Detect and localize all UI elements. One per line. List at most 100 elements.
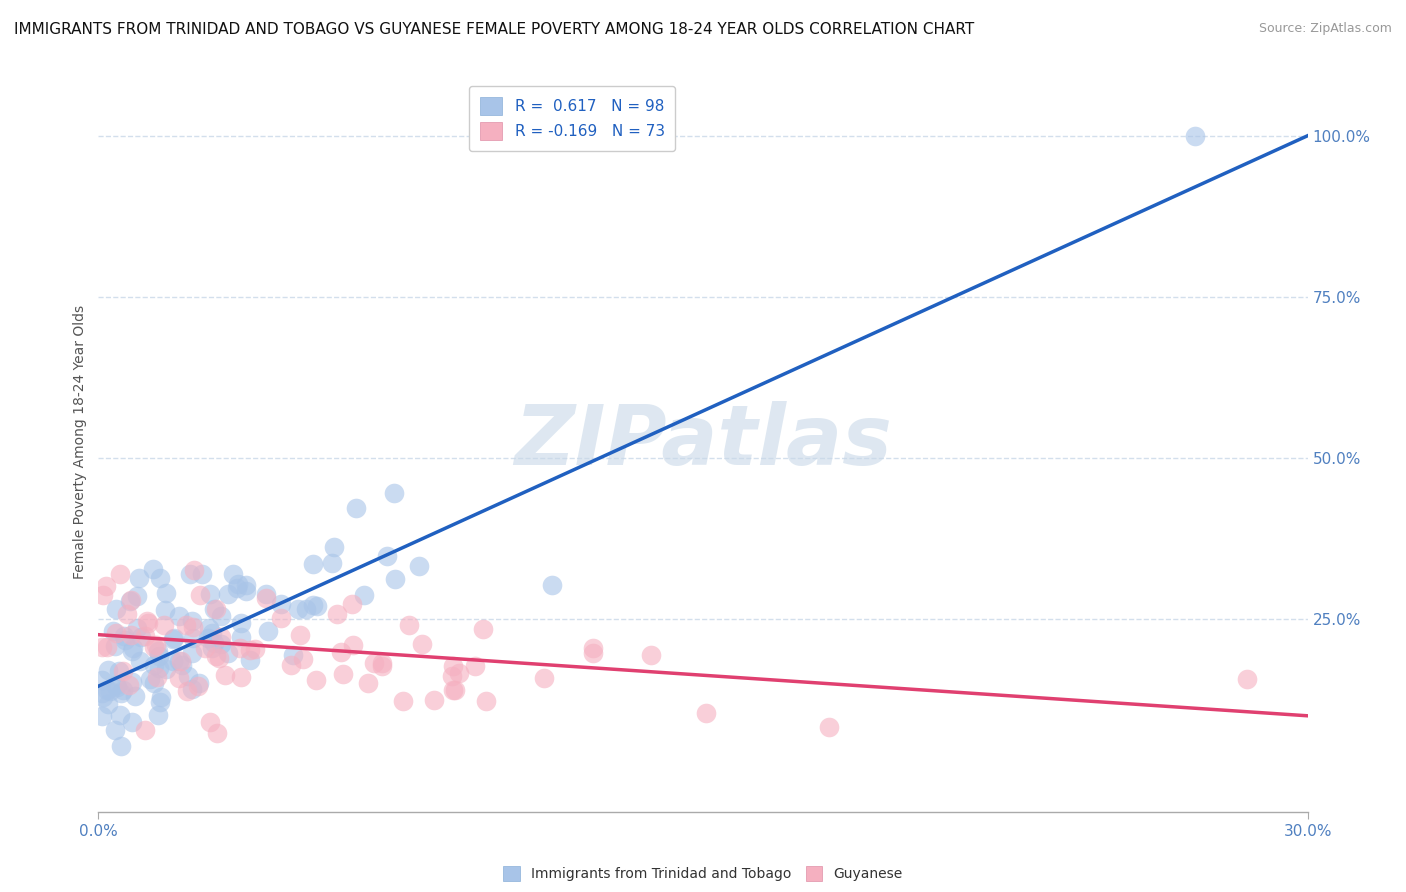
Point: [155, 662, 177, 676]
Point: [143, 640, 166, 654]
Point: [108, 567, 131, 582]
Point: [148, 708, 170, 723]
Point: [148, 661, 170, 675]
Point: [229, 641, 252, 656]
Point: [235, 578, 257, 592]
Point: [370, 659, 392, 673]
Point: [353, 588, 375, 602]
Point: [104, 626, 127, 640]
Point: [411, 637, 433, 651]
Point: [118, 678, 141, 692]
Point: [91, 686, 114, 700]
Point: [128, 571, 150, 585]
Point: [281, 648, 304, 662]
Point: [105, 680, 128, 694]
Point: [226, 577, 249, 591]
Point: [441, 669, 464, 683]
Point: [222, 566, 245, 581]
Point: [204, 636, 226, 650]
Point: [120, 628, 142, 642]
Point: [270, 597, 292, 611]
Point: [121, 644, 143, 658]
Point: [167, 672, 190, 686]
Point: [124, 690, 146, 704]
Point: [441, 682, 464, 697]
Point: [145, 670, 167, 684]
Point: [121, 675, 143, 690]
Point: [209, 630, 232, 644]
Point: [121, 715, 143, 730]
Point: [149, 695, 172, 709]
Point: [322, 541, 344, 555]
Point: [290, 628, 312, 642]
Point: [125, 621, 148, 635]
Point: [200, 587, 222, 601]
Point: [181, 614, 204, 628]
Point: [97, 663, 120, 677]
Point: [217, 587, 239, 601]
Point: [129, 654, 152, 668]
Point: [301, 598, 323, 612]
Point: [209, 637, 232, 651]
Y-axis label: Female Poverty Among 18-24 Year Olds: Female Poverty Among 18-24 Year Olds: [73, 304, 87, 579]
Point: [201, 626, 224, 640]
Point: [110, 686, 132, 700]
Point: [188, 588, 211, 602]
Point: [181, 620, 204, 634]
Point: [112, 630, 135, 644]
Point: [122, 640, 145, 655]
Text: Source: ZipAtlas.com: Source: ZipAtlas.com: [1258, 22, 1392, 36]
Point: [307, 599, 329, 614]
Point: [148, 649, 170, 664]
Point: [114, 633, 136, 648]
Point: [105, 601, 128, 615]
Point: [254, 591, 277, 606]
Point: [398, 617, 420, 632]
Point: [245, 642, 267, 657]
Point: [257, 624, 280, 638]
Point: [101, 624, 124, 639]
Point: [98, 683, 121, 698]
Point: [231, 670, 253, 684]
Point: [254, 587, 277, 601]
Point: [180, 682, 202, 697]
Point: [97, 697, 120, 711]
Point: [107, 664, 129, 678]
Point: [145, 638, 167, 652]
Point: [332, 666, 354, 681]
Point: [1236, 672, 1258, 686]
Point: [205, 726, 228, 740]
Point: [217, 646, 239, 660]
Point: [533, 671, 555, 685]
Point: [302, 557, 325, 571]
Point: [187, 679, 209, 693]
Point: [134, 723, 156, 738]
Point: [120, 592, 142, 607]
Point: [200, 641, 222, 656]
Point: [139, 672, 162, 686]
Point: [392, 694, 415, 708]
Point: [167, 609, 190, 624]
Text: IMMIGRANTS FROM TRINIDAD AND TOBAGO VS GUYANESE FEMALE POVERTY AMONG 18-24 YEAR : IMMIGRANTS FROM TRINIDAD AND TOBAGO VS G…: [14, 22, 974, 37]
Legend: Immigrants from Trinidad and Tobago, Guyanese: Immigrants from Trinidad and Tobago, Guy…: [496, 859, 910, 888]
Point: [149, 571, 172, 585]
Point: [104, 639, 127, 653]
Point: [142, 562, 165, 576]
Point: [295, 602, 318, 616]
Point: [1184, 128, 1206, 143]
Point: [205, 648, 228, 663]
Point: [143, 658, 166, 673]
Point: [194, 641, 217, 656]
Point: [342, 638, 364, 652]
Point: [110, 708, 132, 723]
Point: [200, 715, 222, 730]
Point: [239, 643, 262, 657]
Point: [239, 653, 262, 667]
Point: [111, 664, 134, 678]
Point: [167, 654, 190, 668]
Point: [134, 629, 156, 643]
Point: [163, 631, 186, 645]
Point: [170, 658, 193, 673]
Point: [181, 646, 204, 660]
Point: [270, 611, 292, 625]
